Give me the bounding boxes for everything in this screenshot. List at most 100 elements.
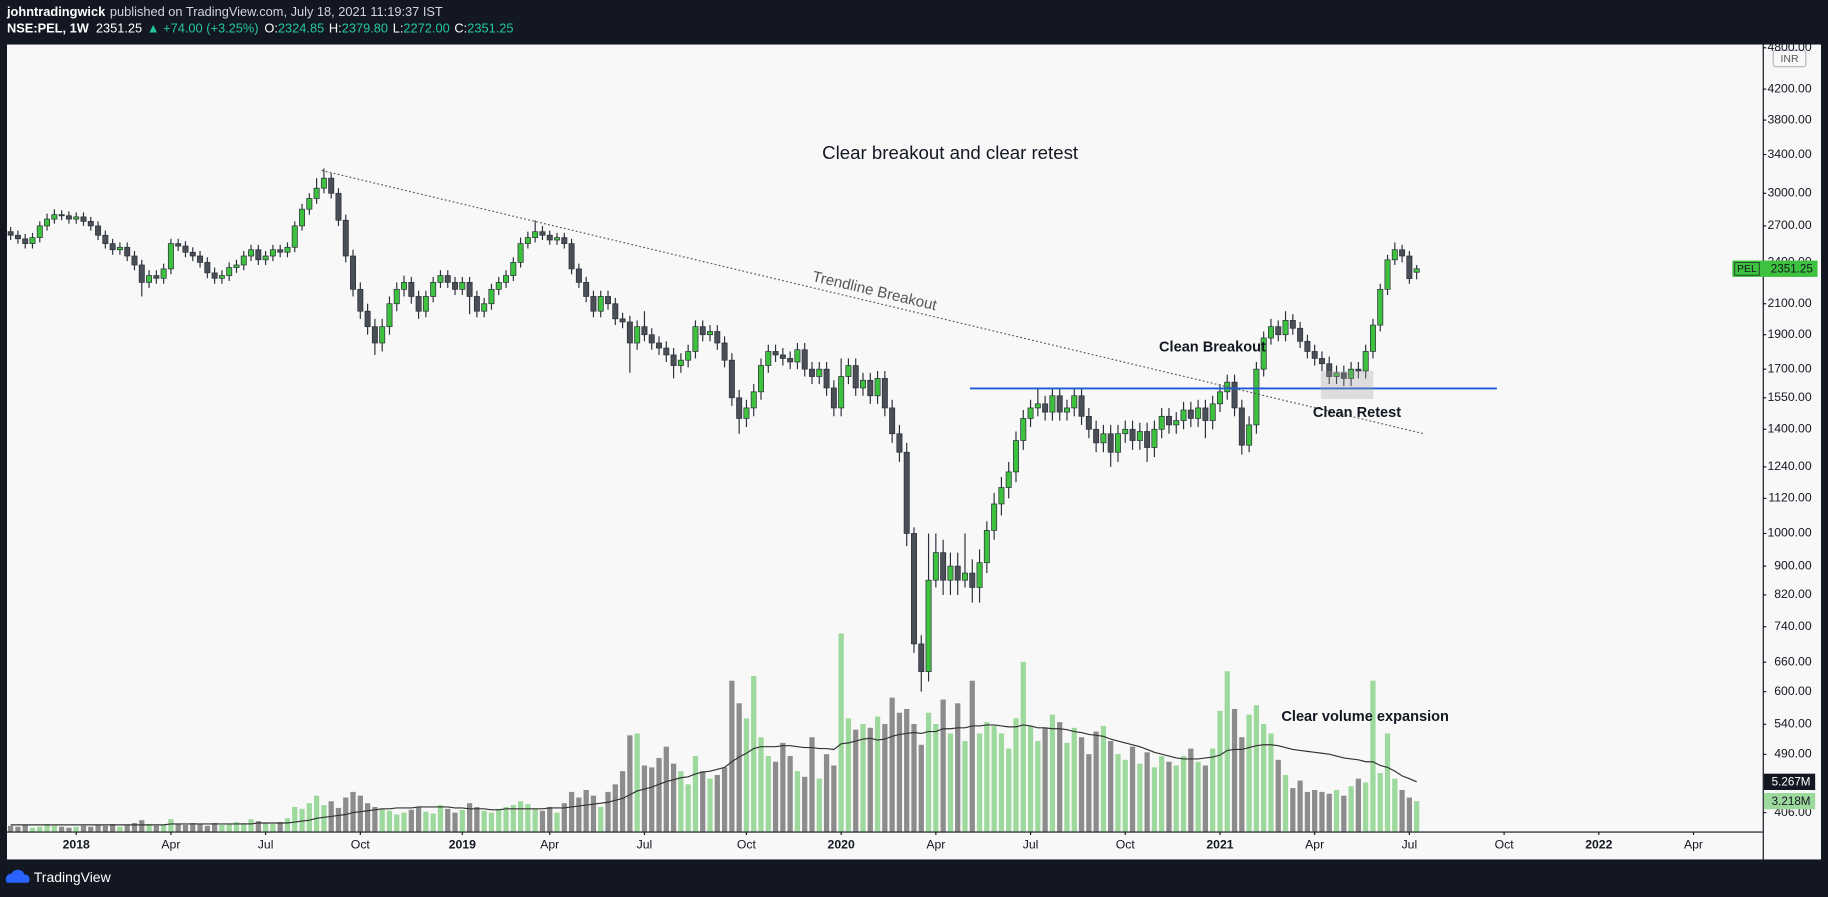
volume-bar [1042,727,1048,832]
volume-bar [1078,737,1085,832]
volume-bar [241,822,247,832]
volume-bar [729,680,735,832]
y-tick-label: 1550.00 [1767,390,1811,404]
candle-body [597,296,604,312]
candle-body [1056,395,1063,413]
candle-body [1297,327,1304,342]
candle-body [860,379,866,389]
volume-bar [379,808,385,832]
candle-body [969,572,976,588]
candle-body [1027,407,1034,419]
volume-bar [1304,791,1311,832]
candle-body [1348,368,1355,379]
volume-bar [182,824,189,832]
candle-body [1384,259,1391,290]
volume-bar [496,808,502,832]
volume-bar [197,823,203,832]
candle-body [1260,337,1267,370]
volume-bar [1115,754,1121,832]
volume-bar [88,826,94,832]
candle-body [131,255,138,266]
volume-bar [1122,759,1128,832]
volume-bar [751,675,757,832]
candle-body [364,310,371,328]
volume-bar [321,805,327,832]
candle-body [685,351,692,361]
candle-body [823,368,830,389]
candle-body [1129,428,1136,441]
volume-bar [1348,786,1354,832]
volume-bar [802,776,808,832]
candle-body [342,219,349,257]
volume-bar [998,733,1005,832]
volume-bar [1006,748,1012,832]
price-label-symbol: PEL [1737,264,1757,275]
volume-bar [1144,752,1150,832]
candle-body [1333,372,1340,377]
volume-bar [1064,742,1070,832]
candle-body [983,530,990,564]
candle-body [22,238,29,244]
candle-body [816,368,823,377]
candle-body [1369,324,1376,352]
candle-body [1093,428,1100,444]
volume-bar [80,825,87,832]
volume-bar [539,810,546,832]
y-tick-label: 2700.00 [1767,218,1811,232]
volume-bar [335,807,342,832]
y-tick-label: 820.00 [1774,587,1812,601]
y-tick-label: 600.00 [1774,684,1812,698]
y-tick-label: 2100.00 [1767,296,1811,310]
x-tick-label: Apr [926,838,945,852]
footer-logo: TradingView [5,869,112,885]
volume-bar [1049,714,1056,832]
y-tick-label: 1400.00 [1767,422,1811,436]
x-tick-label: Jul [1402,838,1418,852]
volume-bar [1319,791,1325,832]
candle-body [918,643,925,673]
candle-body [1216,391,1223,405]
volume-bar [816,778,822,832]
volume-bar [576,797,582,832]
candle-body [743,407,750,419]
candle-body [146,275,153,283]
symbol-line: NSE:PEL, 1W 2351.25 ▲ +74.00 (+3.25%) O:232… [7,21,514,36]
volume-bar [211,822,218,832]
candle-body [830,387,837,409]
candle-body [1231,381,1238,409]
candle-body [153,275,160,279]
volume-bar [394,814,400,832]
volume-bar [605,791,611,832]
time-scale [6,831,1763,860]
volume-bar [445,808,451,832]
candle-body [1042,403,1049,413]
y-tick-label: 660.00 [1774,654,1812,668]
volume-bar [29,827,36,832]
candle-body [1064,407,1070,413]
volume-bar [248,819,254,832]
candle-body [175,243,182,247]
volume-bar [1195,761,1201,832]
volume-bar [700,771,706,832]
candle-body [422,296,429,312]
candle-body [1238,407,1245,446]
volume-bar [1253,705,1260,832]
volume-bar [809,737,815,832]
volume-bar [44,823,50,832]
volume-bar [1246,714,1252,832]
volume-bar [649,767,655,832]
y-tick-label: 1120.00 [1768,491,1812,505]
candle-body [612,303,619,320]
volume-bar [204,825,210,832]
candle-body [1049,395,1056,413]
candle-body [779,354,786,359]
candle-body [707,331,713,336]
candle-body [95,225,102,236]
volume-bar [255,821,261,832]
candle-body [911,533,917,645]
candle-body [932,552,939,581]
candle-body [320,177,327,189]
volume-bar [364,803,371,832]
candle-body [1377,288,1384,326]
volume-bar [95,824,101,832]
